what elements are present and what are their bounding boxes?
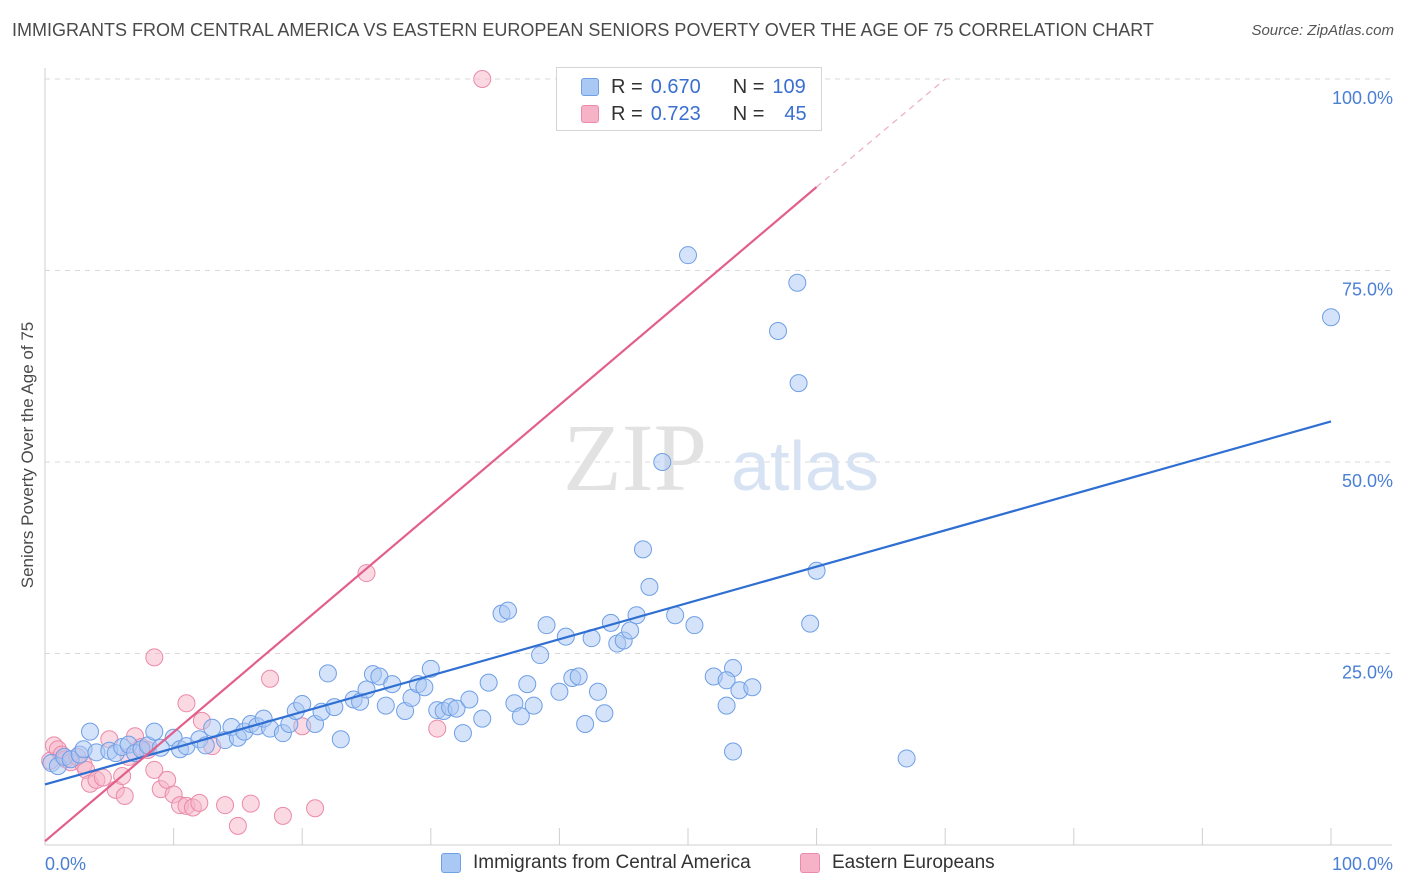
central-america-point (743, 678, 762, 697)
eastern-europeans-point (473, 70, 492, 88)
eastern-europeans-trend-line (44, 186, 818, 843)
central-america-point (531, 646, 550, 665)
central-america-point (801, 614, 820, 633)
central-america-point (145, 722, 164, 741)
central-america-point (415, 678, 434, 697)
source-label: Source: ZipAtlas.com (1251, 22, 1394, 39)
chart-title: IMMIGRANTS FROM CENTRAL AMERICA VS EASTE… (12, 20, 1154, 40)
central-america-point (511, 707, 530, 726)
axes (44, 68, 1392, 846)
central-america-point (524, 696, 543, 715)
legend-row-eastern-europeans: R = 0.723 N = 45 (581, 101, 807, 127)
central-america-point (685, 616, 704, 635)
central-america-point (679, 246, 697, 265)
legend-row-central-america: R = 0.670 N = 109 (581, 74, 806, 100)
y-tick-label: 100.0% (1332, 88, 1393, 108)
central-america-point (203, 718, 222, 737)
x-tick-label: 0.0% (45, 854, 86, 874)
central-america-point (318, 664, 337, 683)
eastern-europeans-point (357, 564, 376, 583)
central-america-point (595, 704, 614, 723)
y-tick-label: 75.0% (1342, 280, 1393, 300)
central-america-point (788, 273, 807, 292)
blue-swatch (581, 78, 599, 96)
pink-swatch (800, 853, 820, 873)
central-america-point (897, 749, 916, 768)
r-value: 0.723 (650, 102, 701, 125)
central-america-point (518, 675, 537, 694)
central-america-point (473, 709, 492, 728)
y-tick-label: 50.0% (1342, 471, 1393, 491)
eastern-europeans-point (216, 796, 235, 815)
eastern-europeans-point (228, 816, 247, 835)
blue-swatch (441, 853, 461, 873)
central-america-point (633, 540, 652, 559)
central-america-point (576, 714, 595, 733)
central-america-point (653, 453, 672, 471)
n-value: 45 (784, 102, 807, 125)
n-label: N = (732, 102, 765, 125)
grid-lines (45, 78, 1392, 654)
central-america-point (1322, 308, 1340, 327)
eastern-europeans-point (115, 786, 134, 805)
central-america-point (769, 322, 788, 341)
central-america-trend-line (44, 420, 1332, 786)
eastern-europeans-point (93, 768, 112, 787)
central-america-points (42, 246, 1340, 776)
eastern-europeans-point (273, 806, 292, 825)
central-america-point (640, 577, 659, 596)
y-axis-title: Seniors Poverty Over the Age of 75 (18, 321, 37, 589)
watermark-atlas: atlas (731, 427, 879, 505)
central-america-point (550, 682, 569, 701)
tick-labels: 25.0% 50.0% 75.0% 100.0% 0.0% 100.0% (45, 88, 1393, 874)
central-america-point (621, 621, 640, 640)
trend-lines (44, 78, 1332, 843)
central-america-point (479, 673, 498, 692)
legend-label: Eastern Europeans (832, 852, 995, 873)
eastern-europeans-trend-extension (816, 78, 946, 188)
eastern-europeans-point (241, 794, 260, 813)
n-value: 109 (772, 75, 806, 98)
central-america-point (789, 374, 808, 393)
legend-label: Immigrants from Central America (473, 852, 751, 873)
y-tick-label: 25.0% (1342, 663, 1393, 683)
pink-swatch (581, 105, 599, 123)
central-america-point (331, 730, 350, 749)
x-tick-label: 100.0% (1332, 854, 1393, 874)
watermark-zip: ZIP (563, 404, 707, 511)
central-america-point (357, 680, 376, 699)
central-america-point (376, 696, 395, 715)
eastern-europeans-point (428, 719, 447, 738)
r-label: R = (611, 102, 643, 125)
central-america-point (421, 659, 440, 678)
eastern-europeans-point (306, 799, 325, 818)
eastern-europeans-point (261, 669, 280, 688)
central-america-point (724, 742, 743, 761)
central-america-point (453, 724, 472, 743)
legend-item-eastern-europeans: Eastern Europeans (800, 852, 995, 874)
central-america-point (717, 671, 736, 690)
eastern-europeans-point (190, 793, 209, 812)
central-america-point (569, 667, 588, 686)
n-label: N = (732, 75, 765, 98)
central-america-point (460, 690, 479, 709)
eastern-europeans-point (145, 648, 164, 667)
eastern-europeans-point (177, 694, 196, 713)
central-america-point (447, 699, 466, 718)
central-america-point (717, 696, 736, 715)
central-america-point (498, 601, 517, 620)
central-america-point (588, 682, 607, 701)
watermark: ZIP atlas (563, 404, 879, 511)
r-value: 0.670 (650, 75, 701, 98)
correlation-legend: R = 0.670 N = 109 R = 0.723 N = 45 (556, 67, 822, 131)
central-america-point (81, 722, 100, 741)
legend-item-central-america: Immigrants from Central America (441, 852, 751, 874)
eastern-europeans-point (145, 760, 164, 779)
r-label: R = (611, 75, 643, 98)
central-america-point (537, 616, 556, 635)
